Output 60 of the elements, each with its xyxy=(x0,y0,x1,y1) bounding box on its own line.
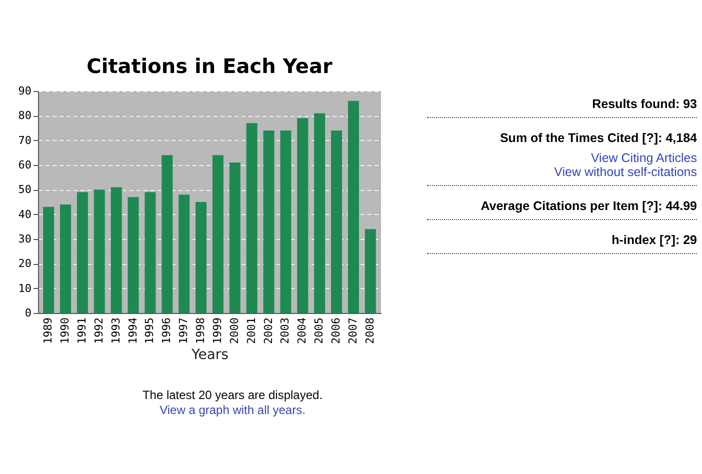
x-tick-label: 2000 xyxy=(228,318,241,344)
text: View a graph with all years. xyxy=(158,403,306,418)
x-tick-label: 1991 xyxy=(75,318,88,344)
x-tick-label: 2001 xyxy=(244,318,258,344)
bar xyxy=(348,100,359,313)
bar xyxy=(60,204,72,313)
bar xyxy=(110,187,122,313)
bar xyxy=(76,192,88,313)
x-tick-label: 1999 xyxy=(210,318,224,344)
y-tick-label: 0 xyxy=(24,306,32,320)
bar xyxy=(162,155,173,313)
bar xyxy=(314,113,326,313)
x-tick-label: 2002 xyxy=(262,318,275,344)
y-tick-label: 60 xyxy=(18,158,32,172)
text: View Citing Articles xyxy=(590,151,697,165)
text: View without self-citations xyxy=(553,165,697,179)
x-tick-label: 1994 xyxy=(126,317,140,344)
bar xyxy=(43,206,54,313)
bar xyxy=(128,197,139,313)
x-tick-label: 1993 xyxy=(109,318,122,344)
y-tick-label: 50 xyxy=(18,183,32,196)
text: Average Citations per Item [?]: 44.99 xyxy=(480,199,697,213)
y-tick-label: 70 xyxy=(18,134,32,147)
x-tick-label: 1996 xyxy=(160,318,174,344)
text: h-index [?]: 29 xyxy=(610,233,697,247)
x-tick-label: 2005 xyxy=(312,318,326,344)
bar xyxy=(297,118,308,313)
y-tick-label: 40 xyxy=(18,208,32,221)
chart-title: Citations in Each Year xyxy=(86,54,332,78)
x-tick-label: 2003 xyxy=(278,318,292,344)
y-tick-label: 90 xyxy=(18,84,32,98)
x-tick-label: 2004 xyxy=(296,317,309,344)
bar xyxy=(229,162,240,313)
text: Sum of the Times Cited [?]: 4,184 xyxy=(498,131,697,145)
y-tick-label: 30 xyxy=(18,232,32,246)
x-tick-label: 1990 xyxy=(58,318,72,344)
bar xyxy=(331,130,342,313)
x-axis-title: Years xyxy=(190,346,228,363)
x-tick-label: 2008 xyxy=(363,318,376,344)
y-tick-label: 80 xyxy=(18,109,32,122)
bar xyxy=(246,123,258,313)
x-tick-label: 1997 xyxy=(177,318,190,344)
x-tick-label: 1989 xyxy=(42,318,55,344)
bar xyxy=(364,229,376,313)
bar xyxy=(196,202,207,313)
bar xyxy=(212,155,224,313)
x-tick-label: 1992 xyxy=(92,318,106,344)
y-tick-label: 20 xyxy=(18,257,32,270)
x-tick-label: 2007 xyxy=(346,318,360,344)
text: Results found: 93 xyxy=(591,97,697,111)
x-tick-label: 2006 xyxy=(330,318,343,344)
bar xyxy=(263,130,274,313)
bar xyxy=(280,130,292,313)
y-tick-label: 10 xyxy=(18,282,32,295)
x-tick-label: 1995 xyxy=(143,318,156,344)
x-tick-label: 1998 xyxy=(194,318,208,344)
bar xyxy=(178,194,190,313)
bar xyxy=(94,190,105,313)
bar xyxy=(144,192,156,313)
text: The latest 20 years are displayed. xyxy=(141,388,324,403)
